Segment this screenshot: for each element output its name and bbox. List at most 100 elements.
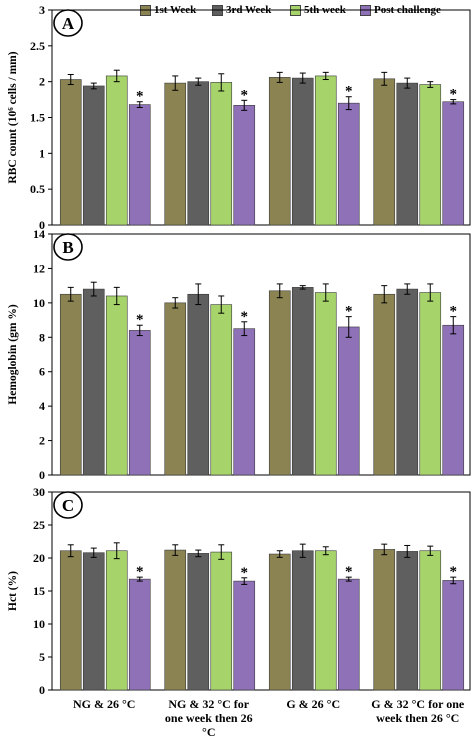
y-tick-label: 1 [39, 146, 45, 160]
y-tick-label: 10 [33, 296, 45, 310]
bar [59, 293, 82, 476]
bar [268, 77, 291, 226]
y-tick-label: 25 [33, 518, 45, 532]
bar [187, 81, 210, 226]
bar [128, 578, 151, 691]
y-tick-label: 14 [33, 227, 45, 241]
significance-asterisk: * [450, 87, 458, 103]
x-category-label: NG & 32 °C for [168, 697, 249, 711]
y-tick-label: 20 [33, 551, 45, 565]
bar [442, 101, 465, 226]
bar [105, 295, 128, 476]
bar [314, 75, 337, 226]
bar [210, 551, 233, 691]
bar [187, 553, 210, 691]
plot-frame [51, 233, 471, 476]
y-tick-label: 5 [39, 650, 45, 664]
bar [396, 288, 419, 476]
y-tick-label: 0 [39, 218, 45, 232]
bar [291, 77, 314, 226]
bar [419, 84, 442, 226]
bar [268, 553, 291, 691]
bar [419, 550, 442, 691]
bar [314, 550, 337, 691]
y-tick-label: 1.5 [30, 111, 45, 125]
bar [291, 550, 314, 691]
significance-asterisk: * [450, 304, 458, 320]
bar [373, 78, 396, 226]
bar [233, 328, 256, 476]
bar [164, 82, 187, 226]
bar [291, 287, 314, 476]
bar [59, 79, 82, 226]
y-tick-label: 3 [39, 3, 45, 17]
bar [128, 330, 151, 476]
panel-label-circle [53, 491, 83, 519]
y-tick-label: 0.5 [30, 182, 45, 196]
bar [396, 82, 419, 226]
bar [105, 550, 128, 691]
y-axis-label: RBC count (10⁶ cells / mm) [7, 51, 19, 183]
significance-asterisk: * [136, 89, 144, 105]
bar [396, 551, 419, 691]
y-tick-label: 2.5 [30, 39, 45, 53]
y-tick-label: 30 [33, 485, 45, 499]
significance-asterisk: * [450, 564, 458, 580]
y-axis-label: Hct (%) [7, 571, 19, 611]
significance-asterisk: * [345, 304, 353, 320]
bar [337, 578, 360, 691]
significance-asterisk: * [241, 87, 249, 103]
y-axis-label: Hemoglobin (gm %) [7, 304, 19, 404]
bar [233, 105, 256, 226]
bar [337, 326, 360, 476]
bar [233, 580, 256, 691]
significance-asterisk: * [241, 309, 249, 325]
y-tick-label: 2 [39, 434, 45, 448]
x-category-label: G & 26 °C [286, 697, 340, 711]
x-category-label: °C [202, 725, 215, 739]
y-tick-label: 0 [39, 683, 45, 697]
bar [128, 104, 151, 226]
panel-label-circle [53, 9, 83, 37]
significance-asterisk: * [136, 312, 144, 328]
bar [442, 580, 465, 691]
bar [373, 549, 396, 691]
y-tick-label: 2 [39, 75, 45, 89]
panel-label: A [62, 14, 75, 33]
y-tick-label: 0 [39, 468, 45, 482]
panel-label: B [62, 238, 73, 257]
y-tick-label: 6 [39, 365, 45, 379]
y-tick-label: 15 [33, 584, 45, 598]
bar [105, 75, 128, 226]
significance-asterisk: * [345, 564, 353, 580]
panel-label-circle [53, 233, 83, 261]
bar [268, 290, 291, 476]
y-tick-label: 10 [33, 617, 45, 631]
bar [164, 302, 187, 476]
bar [59, 550, 82, 691]
bar [210, 82, 233, 226]
x-category-label: NG & 26 °C [73, 697, 135, 711]
bar [373, 293, 396, 476]
bar [82, 288, 105, 476]
bar [210, 304, 233, 476]
y-tick-label: 4 [39, 399, 45, 413]
significance-asterisk: * [241, 565, 249, 581]
y-tick-label: 8 [39, 330, 45, 344]
bar [314, 292, 337, 476]
x-category-label: G & 32 °C for one [371, 697, 465, 711]
x-category-label: week then 26 °C [376, 711, 459, 725]
x-category-label: one week then 26 [165, 711, 253, 725]
bar [337, 102, 360, 226]
bar [82, 85, 105, 226]
bar [82, 552, 105, 691]
bar [442, 324, 465, 476]
bar [164, 549, 187, 691]
significance-asterisk: * [345, 84, 353, 100]
bar [419, 292, 442, 476]
significance-asterisk: * [136, 564, 144, 580]
y-tick-label: 12 [33, 261, 45, 275]
panel-label: C [62, 496, 74, 515]
bar [187, 293, 210, 476]
